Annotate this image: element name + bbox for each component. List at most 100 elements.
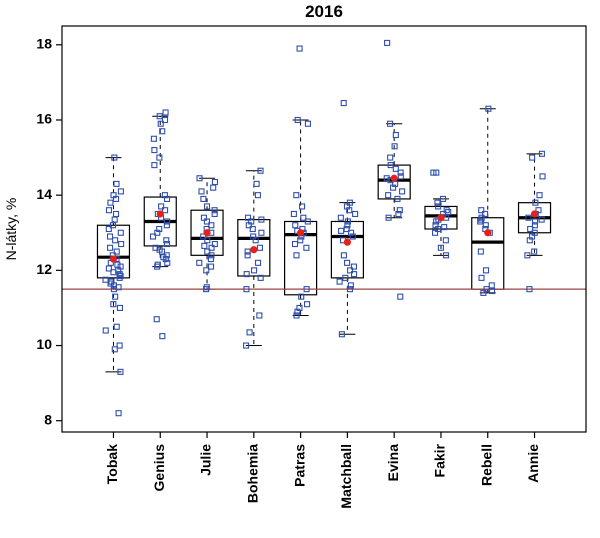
data-point — [442, 237, 449, 244]
data-point — [153, 316, 160, 323]
data-point — [256, 244, 263, 251]
data-point — [536, 192, 543, 199]
data-point — [350, 263, 357, 270]
data-point — [159, 128, 166, 135]
data-point — [117, 272, 124, 280]
mean-dot — [156, 210, 164, 218]
data-point — [201, 242, 208, 249]
data-point — [435, 203, 442, 210]
data-point — [149, 233, 157, 240]
data-point — [112, 237, 119, 244]
data-point — [527, 225, 534, 233]
data-point — [383, 175, 390, 182]
data-point — [161, 192, 168, 199]
data-point — [482, 222, 489, 229]
data-point — [529, 154, 536, 161]
data-point — [344, 222, 351, 229]
data-point — [392, 131, 399, 139]
data-point — [396, 207, 403, 214]
data-point — [163, 222, 170, 229]
box-tobak — [96, 224, 131, 279]
data-point — [256, 312, 263, 319]
data-point — [196, 175, 203, 182]
data-point — [395, 210, 402, 218]
data-point — [211, 240, 218, 248]
data-point — [300, 214, 307, 221]
data-point — [344, 218, 351, 225]
data-point — [258, 216, 265, 223]
y-tick-label: 16 — [36, 111, 52, 127]
data-point — [397, 173, 404, 180]
category-label-matchball: Matchball — [338, 444, 354, 509]
data-point — [340, 100, 347, 107]
data-point — [163, 252, 170, 259]
data-point — [434, 199, 441, 206]
data-point — [532, 199, 539, 206]
data-point — [116, 342, 123, 349]
category-label-bohemia: Bohemia — [245, 444, 261, 503]
data-point — [116, 271, 123, 278]
data-point — [441, 224, 448, 231]
data-point — [117, 229, 124, 236]
data-point — [115, 410, 122, 417]
category-label-annie: Annie — [525, 444, 541, 483]
data-point — [531, 222, 538, 229]
data-point — [387, 162, 394, 169]
data-point — [338, 331, 345, 338]
data-point — [196, 259, 203, 266]
data-point — [346, 286, 353, 293]
data-point — [116, 274, 123, 281]
data-point — [338, 227, 345, 234]
data-point — [105, 225, 112, 233]
data-point — [116, 304, 123, 311]
category-label-tobak: Tobak — [104, 444, 120, 484]
data-point — [248, 218, 255, 225]
data-point — [113, 323, 120, 330]
data-point — [392, 165, 399, 172]
data-point — [204, 237, 211, 244]
data-point — [483, 286, 490, 293]
data-point — [154, 261, 161, 268]
data-point — [254, 192, 261, 199]
data-point — [109, 222, 116, 229]
data-point — [152, 244, 159, 251]
data-point — [208, 252, 215, 259]
data-point — [347, 267, 354, 274]
data-point — [387, 120, 394, 127]
data-point — [107, 244, 114, 251]
data-point — [118, 240, 125, 248]
data-point — [303, 244, 310, 251]
category-label-genius: Genius — [151, 444, 167, 492]
data-point — [164, 218, 171, 225]
data-point — [111, 346, 118, 353]
box-patras — [284, 220, 318, 296]
data-point — [299, 203, 306, 210]
data-point — [482, 267, 490, 274]
data-point — [352, 210, 359, 218]
data-point — [524, 252, 531, 259]
data-point — [250, 233, 257, 240]
data-point — [243, 271, 250, 278]
data-point — [391, 143, 398, 150]
data-point — [336, 278, 343, 285]
data-point — [108, 278, 115, 285]
data-point — [164, 259, 171, 266]
mean-dot — [343, 238, 351, 246]
data-point — [203, 286, 210, 293]
data-point — [297, 237, 304, 244]
data-point — [198, 188, 205, 195]
mean-dot — [203, 229, 211, 237]
data-point — [397, 169, 404, 176]
data-point — [348, 229, 355, 236]
data-point — [163, 240, 171, 248]
data-point — [156, 246, 163, 253]
data-point — [477, 218, 484, 225]
y-tick-label: 14 — [36, 186, 52, 202]
data-point — [304, 218, 311, 225]
data-point — [293, 192, 300, 199]
data-point — [432, 222, 439, 229]
data-point — [303, 301, 311, 308]
